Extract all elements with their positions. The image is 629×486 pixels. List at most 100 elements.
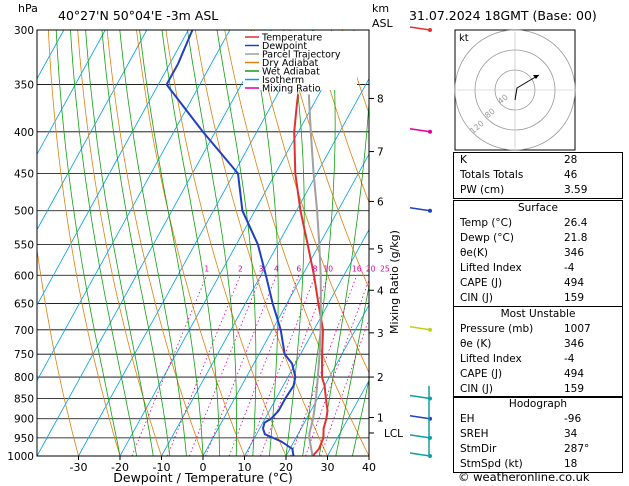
most-unstable-row: Lifted Index -4 [454,352,622,367]
wind-barb [409,452,431,457]
surface-row: CAPE (J) 494 [454,276,622,291]
hodograph-table: Hodograph EH -96 SREH 34 StmDir 287° StmSpd (k… [453,396,623,473]
most-unstable-row: θe (K) 346 [454,337,622,352]
surface-value: 159 [564,292,585,304]
wind-barb [409,26,431,31]
asl-unit-label: ASL [372,17,394,30]
index-row: K 28 [454,153,622,168]
most-unstable-title: Most Unstable [500,308,576,320]
dry-adiabat-line [194,30,328,456]
hodograph-ring [454,29,576,151]
most-unstable-label: Pressure (mb) [460,323,534,335]
most-unstable-table: Most Unstable Pressure (mb) 1007 θe (K) 346… [453,306,623,398]
mixing-ratio-label: 25 [380,264,390,273]
wind-barb [409,414,431,420]
wet-adiabat-line [335,284,369,456]
mixing-ratio-line [320,318,369,456]
index-row: Totals Totals 46 [454,168,622,183]
dry-adiabat-line [37,247,79,456]
legend-entry: Isotherm [262,75,304,86]
mixing-ratio-label: 10 [323,264,333,273]
temperature-tick-label: -20 [111,461,129,474]
hodograph-row: StmSpd (kt) 18 [454,457,622,472]
most-unstable-value: 159 [564,383,585,395]
pressure-tick-label: 900 [14,414,34,426]
wet-adiabat-line [85,30,154,456]
index-label: Totals Totals [460,169,524,181]
surface-value: 21.8 [564,232,588,244]
wet-adiabat-line [285,30,305,456]
left-unit-label: hPa [18,2,38,15]
wind-barb [409,207,431,212]
wet-adiabat-line [139,30,204,456]
surface-row: CIN (J) 159 [454,291,622,306]
surface-row: Temp (°C) 26.4 [454,216,622,231]
hodograph-row: EH -96 [454,412,622,427]
dry-adiabat-line [312,30,369,204]
isotherm-line [37,30,148,231]
mixing-ratio-label: 3 [259,264,264,273]
wind-barb-dot [428,129,432,134]
wind-barb-dot [428,208,432,213]
wet-adiabat-line [318,97,369,456]
most-unstable-row: CAPE (J) 494 [454,367,622,382]
surface-value: 346 [564,247,585,259]
series-line-parcel-trajectory [307,94,322,456]
temperature-tick-label: -10 [153,461,171,474]
surface-value: -4 [564,262,575,274]
wind-barb [409,128,431,133]
pressure-tick-label: 550 [14,239,34,251]
surface-title: Surface [517,202,558,214]
temperature-tick-label: 0 [200,461,207,474]
surface-row: Dewp (°C) 21.8 [454,231,622,246]
dry-adiabat-line [136,30,245,456]
indices-table: K 28 Totals Totals 46 PW (cm) 3.59 [453,152,623,199]
temperature-tick-label: 30 [321,461,335,474]
pressure-tick-label: 650 [14,299,34,311]
wind-barb [409,326,431,331]
location-title: 40°27'N 50°04'E -3m ASL [58,8,218,23]
most-unstable-row: Pressure (mb) 1007 [454,322,622,337]
mixing-ratio-line [305,278,369,456]
series-line-temperature [293,94,329,456]
surface-row: θe(K) 346 [454,246,622,261]
isotherm-line [327,379,369,456]
most-unstable-value: 346 [564,338,585,350]
hodograph-value: 287° [564,443,590,455]
wind-barb [409,394,431,400]
surface-value: 494 [564,277,585,289]
km-tick-label: 1 [377,413,384,425]
surface-label: Lifted Index [460,262,522,274]
legend-entry: Parcel Trajectory [262,50,341,61]
hodograph-table-title: Hodograph [508,398,568,410]
pressure-tick-label: 300 [14,25,34,37]
index-value: 3.59 [564,184,588,196]
mixing-ratio-line [189,275,262,456]
pressure-tick-label: 850 [14,393,34,405]
isotherm-line [37,30,106,156]
hodograph-kt-label: kt [459,33,469,44]
surface-table: Surface Temp (°C) 26.4 Dewp (°C) 21.8 θe(K) 3… [453,200,623,307]
most-unstable-label: CAPE (J) [460,368,503,380]
km-tick-label: 5 [377,244,384,256]
pressure-tick-label: 1000 [7,451,34,463]
km-tick-label: 3 [377,328,384,340]
temperature-tick-label: 20 [279,461,293,474]
surface-label: Temp (°C) [460,217,513,229]
x-axis-label: Dewpoint / Temperature (°C) [113,470,292,485]
legend-entry: Dry Adiabat [262,58,319,69]
surface-label: θe(K) [460,247,488,259]
most-unstable-value: 494 [564,368,585,380]
most-unstable-label: Lifted Index [460,353,522,365]
temperature-tick-label: 10 [238,461,252,474]
mixing-ratio-label: 2 [238,264,243,273]
mixing-ratio-line [260,275,329,456]
dry-adiabat-line [47,30,121,456]
pressure-tick-label: 750 [14,349,34,361]
most-unstable-label: θe (K) [460,338,492,350]
mixing-ratio-label: 20 [366,264,376,273]
wet-adiabat-line [101,30,171,456]
mixing-ratio-line [131,275,208,456]
km-tick-label: 6 [377,196,384,208]
